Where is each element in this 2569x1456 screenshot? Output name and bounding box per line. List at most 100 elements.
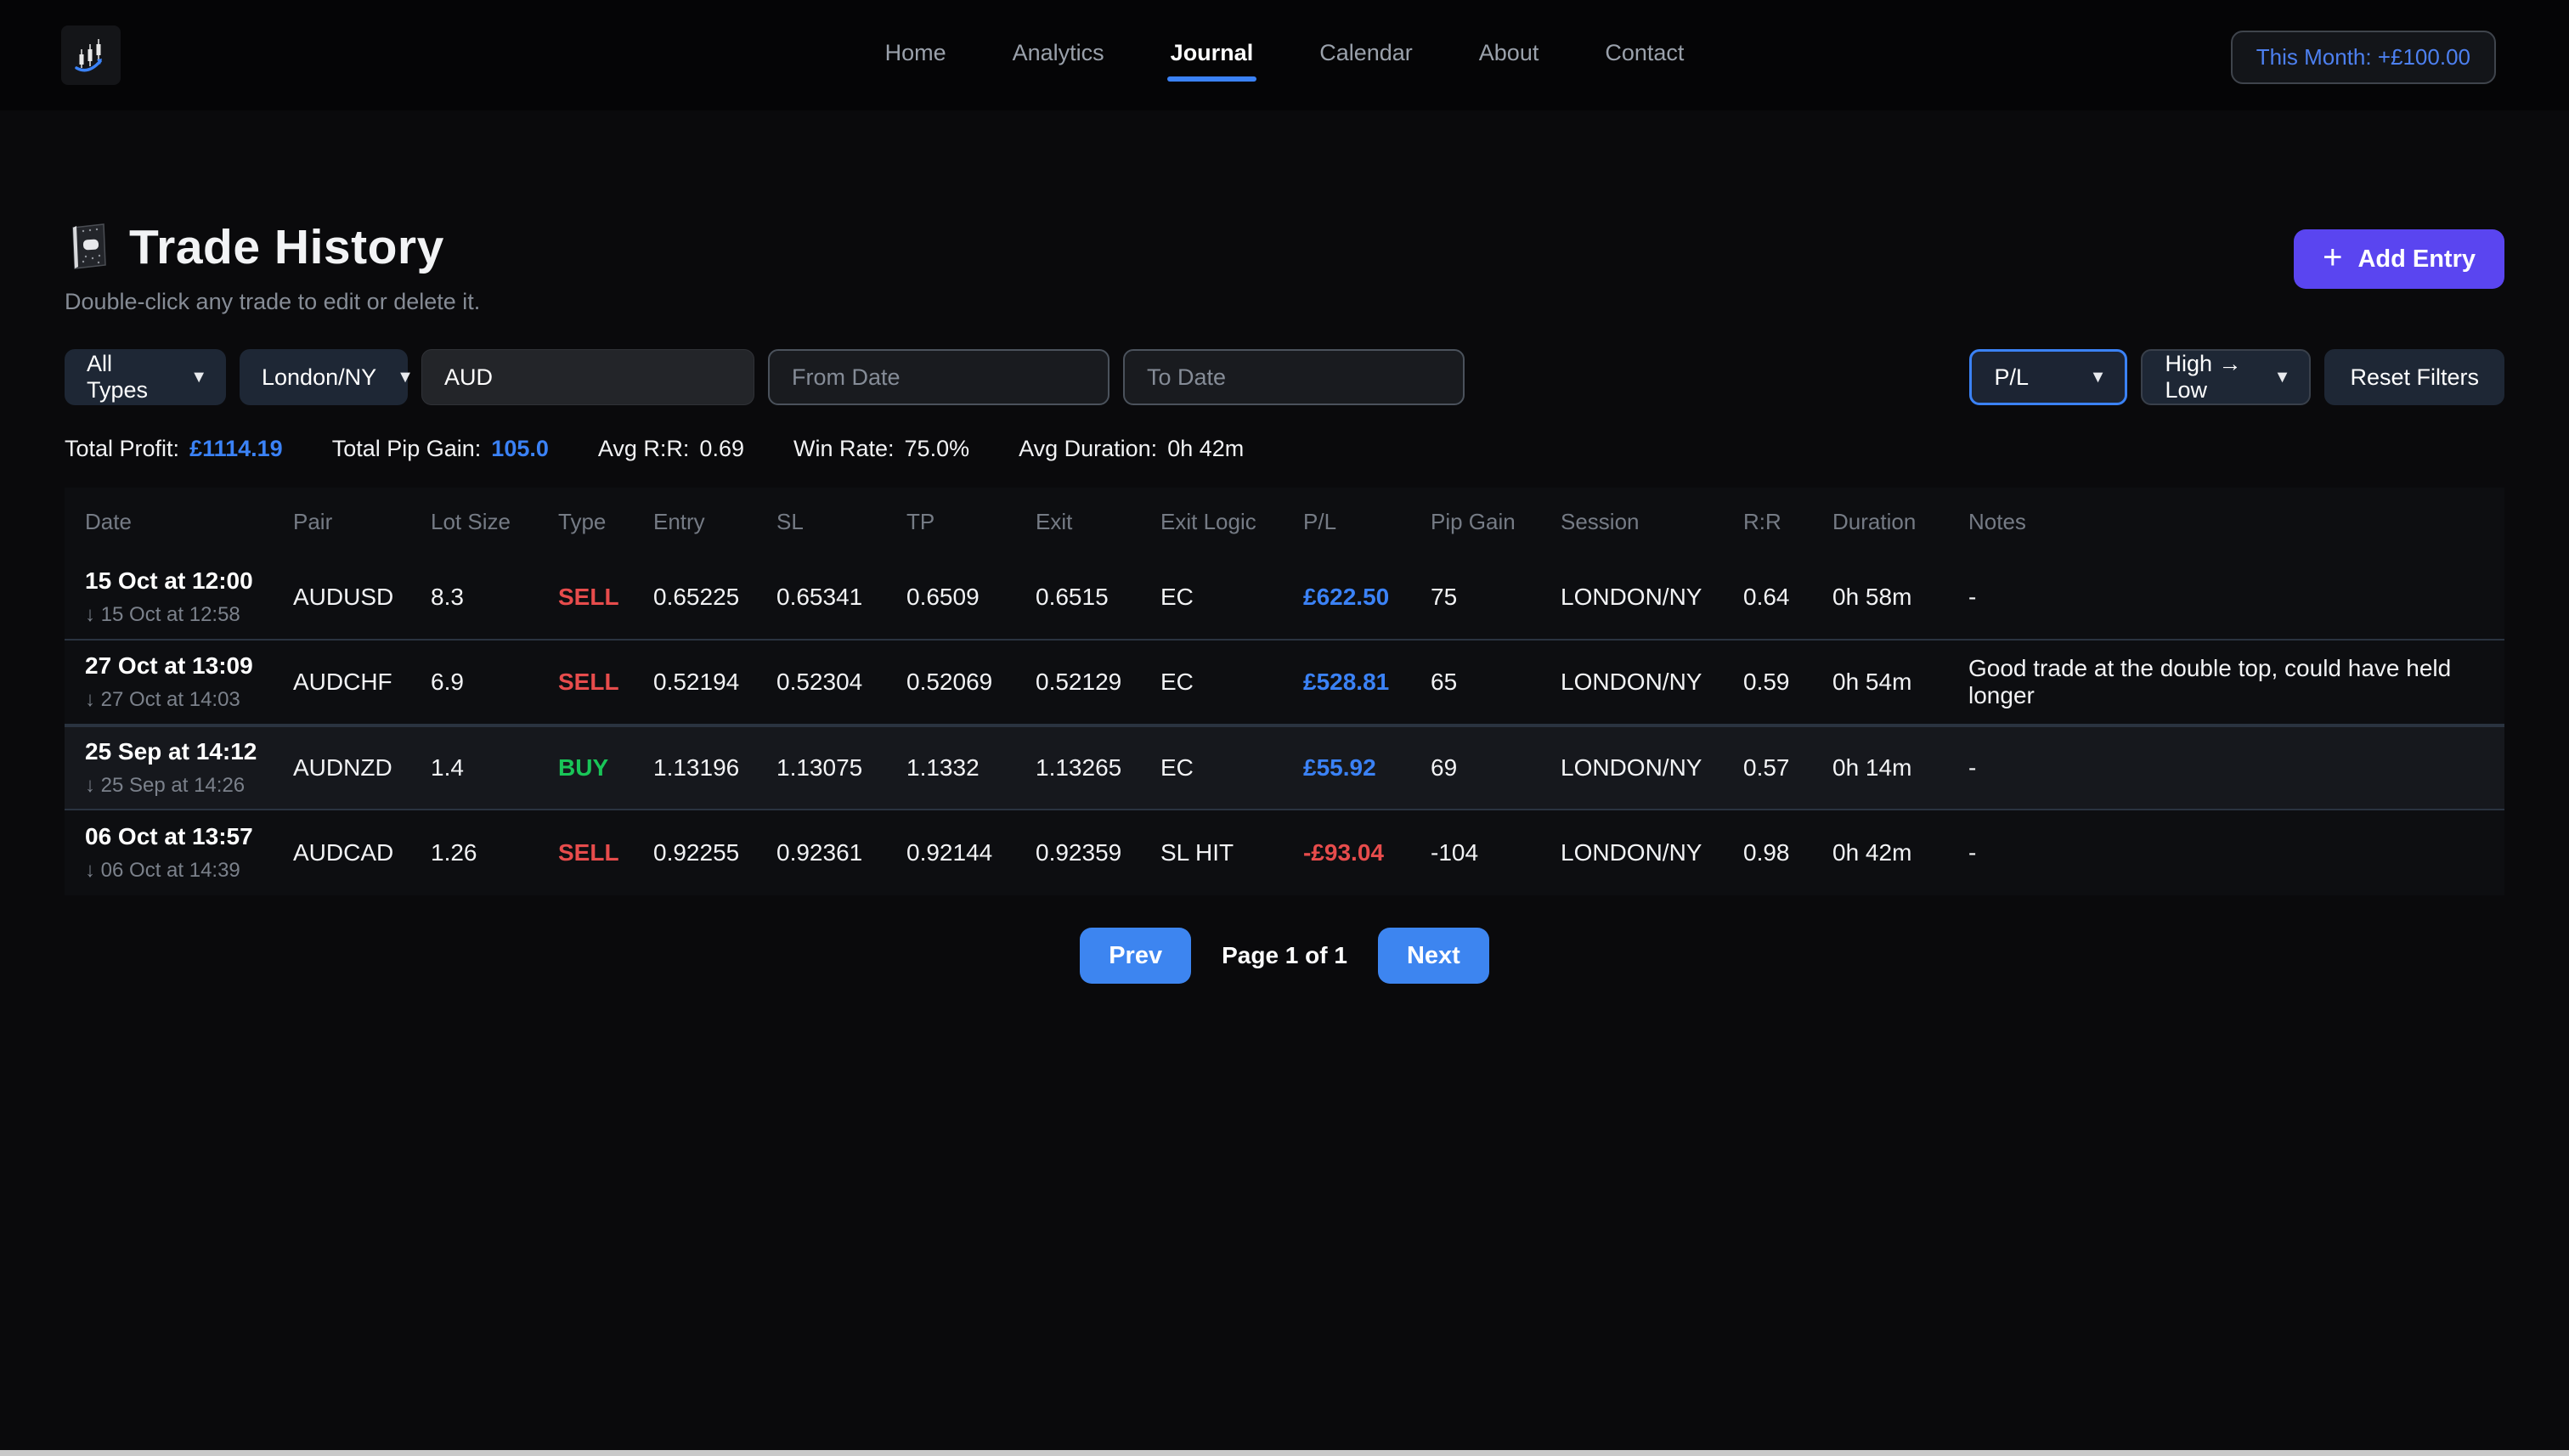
cell-pl: £55.92 bbox=[1303, 754, 1376, 781]
cell-type: SELL bbox=[558, 669, 619, 695]
column-header-pl: P/L bbox=[1303, 508, 1337, 534]
chevron-down-icon: ▼ bbox=[190, 367, 207, 387]
cell-lot: 8.3 bbox=[431, 584, 464, 610]
chevron-down-icon: ▼ bbox=[397, 367, 414, 387]
entry-date: 25 Sep at 14:12 bbox=[85, 738, 257, 765]
from-date-input[interactable] bbox=[768, 349, 1109, 405]
type-filter-select[interactable]: All Types ▼ bbox=[65, 349, 226, 405]
cell-tp: 1.1332 bbox=[906, 754, 980, 781]
nav-link-about[interactable]: About bbox=[1478, 39, 1539, 65]
add-entry-button[interactable]: + Add Entry bbox=[2294, 229, 2504, 289]
trade-history-table: Date Pair Lot Size Type Entry SL TP Exit Exit Lo… bbox=[65, 488, 2504, 895]
cell-pip: 75 bbox=[1431, 584, 1458, 610]
sort-direction-select[interactable]: High → Low ▼ bbox=[2141, 349, 2312, 405]
next-page-button[interactable]: Next bbox=[1377, 928, 1489, 984]
cell-duration: 0h 58m bbox=[1832, 584, 1912, 610]
app-logo[interactable] bbox=[61, 25, 121, 85]
reset-filters-button[interactable]: Reset Filters bbox=[2324, 349, 2504, 405]
cell-type: SELL bbox=[558, 584, 619, 610]
cell-rr: 0.98 bbox=[1743, 839, 1790, 866]
stat-value: £1114.19 bbox=[189, 436, 283, 461]
prev-page-button[interactable]: Prev bbox=[1080, 928, 1192, 984]
to-date-input[interactable] bbox=[1123, 349, 1465, 405]
summary-stats-bar: Total Profit: £1114.19 Total Pip Gain: 105.… bbox=[65, 436, 2504, 462]
stat-label: Avg R:R: bbox=[597, 436, 690, 461]
column-header-pip: Pip Gain bbox=[1431, 508, 1516, 534]
stat-value: 0.69 bbox=[699, 436, 744, 461]
column-header-lot: Lot Size bbox=[431, 508, 511, 534]
stat-label: Total Pip Gain: bbox=[331, 436, 482, 461]
chevron-down-icon: ▼ bbox=[2273, 367, 2291, 387]
cell-rr: 0.59 bbox=[1743, 669, 1790, 695]
page-title: Trade History bbox=[65, 219, 480, 275]
journal-page: Trade History Double-click any trade to … bbox=[0, 110, 2569, 984]
cell-exit: 1.13265 bbox=[1036, 754, 1122, 781]
nav-link-analytics[interactable]: Analytics bbox=[1012, 39, 1104, 65]
cell-pl: £528.81 bbox=[1303, 669, 1390, 695]
plus-icon: + bbox=[2323, 239, 2343, 276]
column-header-type: Type bbox=[558, 508, 607, 534]
page-header: Trade History Double-click any trade to … bbox=[65, 219, 2504, 315]
stat-value: 0h 42m bbox=[1167, 436, 1245, 461]
session-filter-select[interactable]: London/NY ▼ bbox=[240, 349, 414, 405]
cell-notes: - bbox=[1968, 839, 1977, 866]
table-header-row: Date Pair Lot Size Type Entry SL TP Exit Exit Lo… bbox=[65, 488, 2504, 556]
column-header-pair: Pair bbox=[293, 508, 333, 534]
cell-tp: 0.92144 bbox=[906, 839, 993, 866]
cell-sl: 1.13075 bbox=[776, 754, 863, 781]
nav-link-calendar[interactable]: Calendar bbox=[1319, 39, 1413, 65]
cell-pair: AUDUSD bbox=[293, 584, 394, 610]
cell-type: SELL bbox=[558, 839, 619, 866]
session-filter-value: London/NY bbox=[262, 364, 377, 390]
sort-field-select[interactable]: P/L ▼ bbox=[1969, 349, 2128, 405]
column-header-duration: Duration bbox=[1832, 508, 1917, 534]
table-row[interactable]: 06 Oct at 13:57 ↓ 06 Oct at 14:39 AUDCAD 1.… bbox=[65, 810, 2504, 895]
window-bottom-scrollbar[interactable] bbox=[0, 1450, 2569, 1456]
page-indicator: Page 1 of 1 bbox=[1222, 942, 1347, 968]
table-row[interactable]: 25 Sep at 14:12 ↓ 25 Sep at 14:26 AUDNZD 1.… bbox=[65, 725, 2504, 810]
nav-links: Home Analytics Journal Calendar About Contact bbox=[884, 39, 1685, 82]
sort-direction-value: High → Low bbox=[2165, 351, 2242, 403]
cell-exit_logic: SL HIT bbox=[1160, 839, 1234, 866]
cell-type: BUY bbox=[558, 754, 609, 781]
table-row[interactable]: 27 Oct at 13:09 ↓ 27 Oct at 14:03 AUDCHF 6.… bbox=[65, 641, 2504, 725]
cell-session: LONDON/NY bbox=[1561, 754, 1702, 781]
cell-tp: 0.6509 bbox=[906, 584, 980, 610]
cell-sl: 0.92361 bbox=[776, 839, 863, 866]
stat-label: Win Rate: bbox=[793, 436, 895, 461]
cell-pl: -£93.04 bbox=[1303, 839, 1384, 866]
nav-link-home[interactable]: Home bbox=[884, 39, 946, 65]
cell-exit: 0.52129 bbox=[1036, 669, 1122, 695]
cell-tp: 0.52069 bbox=[906, 669, 993, 695]
nav-link-journal[interactable]: Journal bbox=[1166, 40, 1256, 82]
cell-lot: 1.4 bbox=[431, 754, 464, 781]
cell-entry: 0.65225 bbox=[653, 584, 740, 610]
column-header-rr: R:R bbox=[1743, 508, 1781, 534]
cell-session: LONDON/NY bbox=[1561, 839, 1702, 866]
nav-link-contact[interactable]: Contact bbox=[1605, 39, 1685, 65]
table-row[interactable]: 15 Oct at 12:00 ↓ 15 Oct at 12:58 AUDUSD 8.… bbox=[65, 556, 2504, 641]
stat-item-4: Avg Duration: 0h 42m bbox=[1019, 436, 1244, 462]
cell-date: 15 Oct at 12:00 ↓ 15 Oct at 12:58 bbox=[85, 567, 293, 627]
stat-label: Total Profit: bbox=[65, 436, 180, 461]
cell-exit: 0.92359 bbox=[1036, 839, 1122, 866]
cell-sl: 0.52304 bbox=[776, 669, 863, 695]
cell-session: LONDON/NY bbox=[1561, 584, 1702, 610]
cell-exit_logic: EC bbox=[1160, 754, 1194, 781]
title-block: Trade History Double-click any trade to … bbox=[65, 219, 480, 315]
stat-item-1: Total Pip Gain: 105.0 bbox=[332, 436, 549, 462]
pair-search-input[interactable] bbox=[421, 349, 754, 405]
add-entry-label: Add Entry bbox=[2357, 245, 2476, 273]
column-header-session: Session bbox=[1561, 508, 1640, 534]
cell-exit_logic: EC bbox=[1160, 669, 1194, 695]
column-header-exit_logic: Exit Logic bbox=[1160, 508, 1256, 534]
filters-bar: All Types ▼ London/NY ▼ P/L ▼ High → Low… bbox=[65, 349, 2504, 405]
cell-session: LONDON/NY bbox=[1561, 669, 1702, 695]
cell-exit_logic: EC bbox=[1160, 584, 1194, 610]
cell-pip: 69 bbox=[1431, 754, 1458, 781]
column-header-sl: SL bbox=[776, 508, 804, 534]
notebook-icon bbox=[72, 223, 106, 269]
cell-sl: 0.65341 bbox=[776, 584, 863, 610]
pagination: Prev Page 1 of 1 Next bbox=[65, 928, 2504, 984]
chevron-down-icon: ▼ bbox=[2089, 367, 2107, 387]
